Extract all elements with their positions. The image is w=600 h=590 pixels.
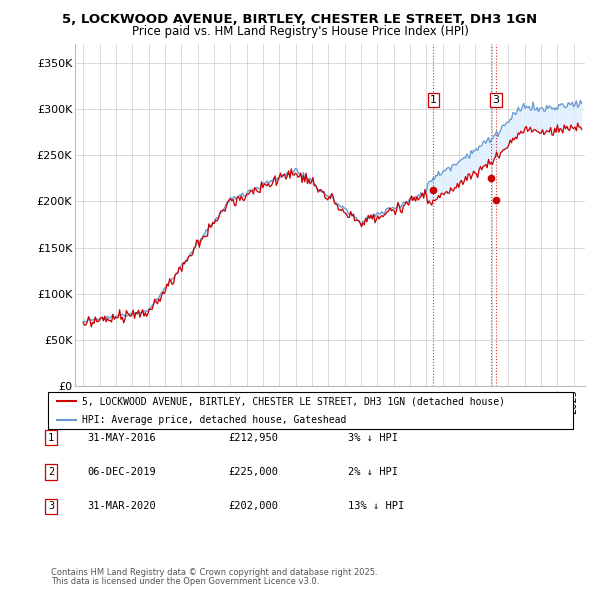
Text: 2% ↓ HPI: 2% ↓ HPI xyxy=(348,467,398,477)
Text: £202,000: £202,000 xyxy=(228,502,278,511)
Text: 2: 2 xyxy=(48,467,54,477)
Text: This data is licensed under the Open Government Licence v3.0.: This data is licensed under the Open Gov… xyxy=(51,577,319,586)
Text: 3% ↓ HPI: 3% ↓ HPI xyxy=(348,433,398,442)
Text: 3: 3 xyxy=(48,502,54,511)
FancyBboxPatch shape xyxy=(48,392,573,429)
Text: 06-DEC-2019: 06-DEC-2019 xyxy=(87,467,156,477)
Text: 5, LOCKWOOD AVENUE, BIRTLEY, CHESTER LE STREET, DH3 1GN: 5, LOCKWOOD AVENUE, BIRTLEY, CHESTER LE … xyxy=(62,13,538,26)
Text: 5, LOCKWOOD AVENUE, BIRTLEY, CHESTER LE STREET, DH3 1GN (detached house): 5, LOCKWOOD AVENUE, BIRTLEY, CHESTER LE … xyxy=(82,396,505,407)
Text: 1: 1 xyxy=(430,95,437,105)
Text: Contains HM Land Registry data © Crown copyright and database right 2025.: Contains HM Land Registry data © Crown c… xyxy=(51,568,377,577)
Text: HPI: Average price, detached house, Gateshead: HPI: Average price, detached house, Gate… xyxy=(82,415,347,425)
Text: 1: 1 xyxy=(48,433,54,442)
Text: £225,000: £225,000 xyxy=(228,467,278,477)
Text: 31-MAR-2020: 31-MAR-2020 xyxy=(87,502,156,511)
Text: 3: 3 xyxy=(493,95,499,105)
Text: 13% ↓ HPI: 13% ↓ HPI xyxy=(348,502,404,511)
Text: 31-MAY-2016: 31-MAY-2016 xyxy=(87,433,156,442)
Text: £212,950: £212,950 xyxy=(228,433,278,442)
Text: Price paid vs. HM Land Registry's House Price Index (HPI): Price paid vs. HM Land Registry's House … xyxy=(131,25,469,38)
